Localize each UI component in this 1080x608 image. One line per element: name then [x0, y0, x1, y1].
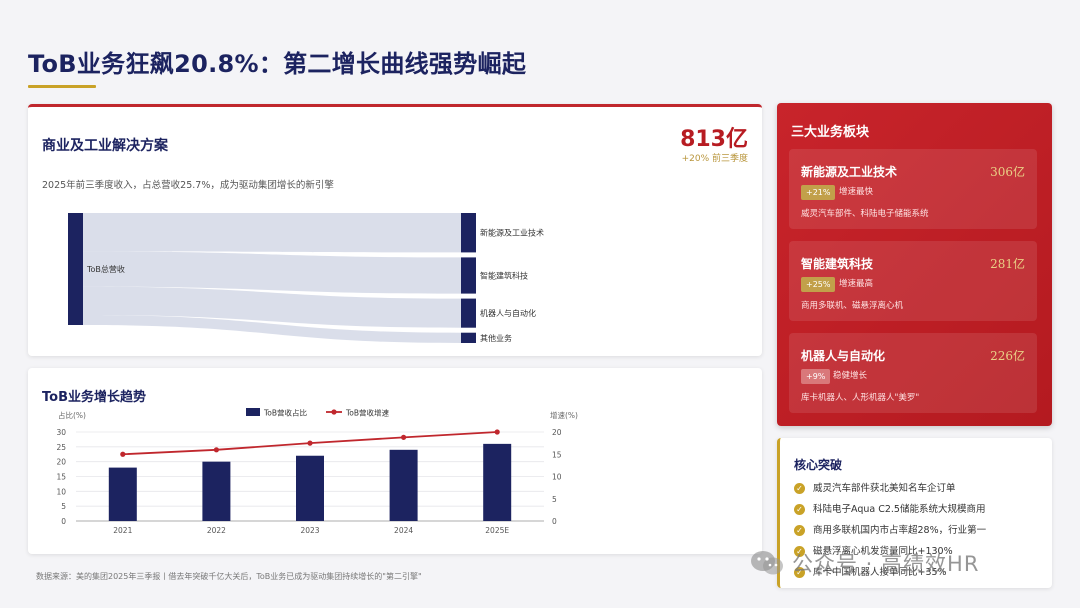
segment-value: 226亿	[990, 349, 1025, 363]
y-right-tick-label: 5	[552, 495, 557, 504]
x-tick-label: 2025E	[485, 526, 509, 535]
y-tick-label: 0	[61, 517, 66, 526]
segment-card-1: 新能源及工业技术 306亿 +21% 增速最快 威灵汽车部件、科陆电子储能系统	[789, 149, 1037, 229]
segment-badge: +25%	[801, 277, 836, 292]
segment-name: 新能源及工业技术	[801, 165, 898, 179]
solutions-value: 813亿	[680, 127, 748, 152]
segments-panel: 三大业务板块 新能源及工业技术 306亿 +21% 增速最快 威灵汽车部件、科陆…	[777, 103, 1052, 426]
y-tick-label: 5	[61, 502, 66, 511]
breakthroughs-list: ✓ 威灵汽车部件获北美知名车企订单 ✓ 科陆电子Aqua C2.5储能系统大规模商用…	[794, 482, 986, 587]
legend-bar-swatch	[246, 408, 260, 416]
solutions-title: 商业及工业解决方案	[42, 138, 168, 154]
breakthrough-text: 威灵汽车部件获北美知名车企订单	[813, 483, 956, 494]
list-item: ✓ 库卡中国机器人接单同比+35%	[794, 566, 986, 587]
sankey-target-label: 新能源及工业技术	[480, 228, 544, 238]
segment-tag: 增速最高	[839, 279, 874, 289]
sankey-target-label: 机器人与自动化	[480, 308, 536, 318]
y-tick-label: 15	[56, 473, 66, 482]
bar-2023	[296, 455, 324, 521]
sankey-source-label: ToB总营收	[86, 264, 125, 274]
trend-chart: 占比(%) 增速(%) 0 5 10 15 20 25 30 0 5 10 15 20 2021 2022 20…	[56, 408, 578, 536]
breakthroughs-panel: 核心突破 ✓ 威灵汽车部件获北美知名车企订单 ✓ 科陆电子Aqua C2.5储能系统…	[777, 438, 1052, 588]
title-underline	[28, 85, 96, 88]
x-tick-label: 2023	[300, 526, 319, 535]
y-tick-label: 25	[56, 443, 66, 452]
sankey-flow-3	[83, 286, 461, 328]
sankey-target-node-3	[461, 298, 476, 328]
y-right-tick-label: 15	[552, 450, 562, 459]
growth-point-2022	[213, 447, 219, 453]
sankey-flow-4	[83, 314, 461, 343]
segment-note: 库卡机器人、人形机器人"美罗"	[801, 393, 920, 403]
growth-point-2025E	[494, 429, 500, 435]
breakthroughs-title: 核心突破	[794, 458, 843, 472]
y-right-tick-label: 0	[552, 517, 557, 526]
sankey-target-node-4	[461, 332, 476, 343]
segment-tag: 稳健增长	[833, 371, 868, 381]
watermark: 公众号 · 高绩效HR	[792, 552, 980, 576]
segment-card-3: 机器人与自动化 226亿 +9% 稳健增长 库卡机器人、人形机器人"美罗"	[789, 333, 1037, 413]
breakthrough-text: 磁悬浮离心机发货量同比+130%	[813, 546, 953, 557]
x-tick-label: 2021	[113, 526, 132, 535]
legend-bar-label: ToB营收占比	[263, 408, 308, 418]
y-tick-label: 10	[56, 487, 66, 496]
bar-2022	[202, 461, 231, 521]
list-item: ✓ 威灵汽车部件获北美知名车企订单	[794, 482, 986, 503]
breakthrough-text: 科陆电子Aqua C2.5储能系统大规模商用	[813, 504, 986, 515]
solutions-delta: +20% 前三季度	[681, 154, 748, 164]
sankey-target-label: 其他业务	[480, 333, 512, 343]
y-tick-label: 20	[56, 458, 66, 467]
growth-point-2021	[120, 451, 126, 457]
check-icon: ✓	[794, 567, 805, 578]
y-axis-right-label: 增速(%)	[550, 410, 578, 420]
segment-value: 281亿	[990, 257, 1025, 271]
segment-badge: +9%	[801, 369, 831, 384]
x-tick-label: 2024	[394, 526, 413, 535]
segment-tag: 增速最快	[839, 187, 874, 197]
segment-name: 智能建筑科技	[801, 257, 874, 271]
check-icon: ✓	[794, 483, 805, 494]
sankey-target-node-2	[461, 257, 476, 294]
list-item: ✓ 商用多联机国内市占率超28%，行业第一	[794, 524, 986, 545]
segment-name: 机器人与自动化	[801, 349, 886, 363]
sankey-flow-2	[83, 251, 461, 294]
y-right-tick-label: 10	[552, 473, 562, 482]
bar-2025E	[483, 443, 512, 521]
check-icon: ✓	[794, 504, 805, 515]
sankey-source-node	[68, 213, 83, 325]
sankey-target-node-1	[461, 213, 476, 253]
y-axis-label: 占比(%)	[58, 410, 86, 420]
bar-2024	[389, 449, 418, 521]
trend-card: ToB业务增长趋势 占比(%) 增速(%) 0 5 10 15 20 25 30 0 5 10 15 20…	[28, 368, 762, 554]
breakthrough-text: 商用多联机国内市占率超28%，行业第一	[813, 525, 987, 536]
growth-point-2023	[307, 440, 313, 446]
y-tick-label: 30	[56, 428, 66, 437]
segment-badge: +21%	[801, 185, 836, 200]
segment-note: 商用多联机、磁悬浮离心机	[801, 301, 904, 311]
segments-title: 三大业务板块	[791, 125, 870, 140]
sankey-flow-1	[83, 213, 461, 253]
x-tick-label: 2022	[207, 526, 226, 535]
solutions-card: 商业及工业解决方案 813亿 +20% 前三季度 2025年前三季度收入，占总营…	[28, 104, 762, 356]
list-item: ✓ 科陆电子Aqua C2.5储能系统大规模商用	[794, 503, 986, 524]
source-note: 数据来源：美的集团2025年三季报丨借去年突破千亿大关后，ToB业务已成为驱动集…	[36, 572, 422, 581]
y-right-tick-label: 20	[552, 428, 562, 437]
trend-title: ToB业务增长趋势	[42, 390, 146, 405]
wechat-icon	[751, 551, 783, 575]
page-title: ToB业务狂飙20.8%：第二增长曲线强势崛起	[28, 50, 527, 78]
legend-line-marker	[331, 409, 337, 415]
bar-2021	[108, 467, 137, 521]
check-icon: ✓	[794, 525, 805, 536]
sankey-target-label: 智能建筑科技	[480, 271, 528, 281]
check-icon: ✓	[794, 546, 805, 557]
segment-note: 威灵汽车部件、科陆电子储能系统	[801, 209, 929, 219]
growth-point-2024	[401, 434, 407, 440]
solutions-desc: 2025年前三季度收入，占总营收25.7%，成为驱动集团增长的新引擎	[42, 180, 334, 191]
legend-line-label: ToB营收增速	[345, 408, 390, 418]
breakthrough-text: 库卡中国机器人接单同比+35%	[813, 567, 947, 578]
list-item: ✓ 磁悬浮离心机发货量同比+130%	[794, 545, 986, 566]
segment-card-2: 智能建筑科技 281亿 +25% 增速最高 商用多联机、磁悬浮离心机	[789, 241, 1037, 321]
segment-value: 306亿	[990, 165, 1025, 179]
